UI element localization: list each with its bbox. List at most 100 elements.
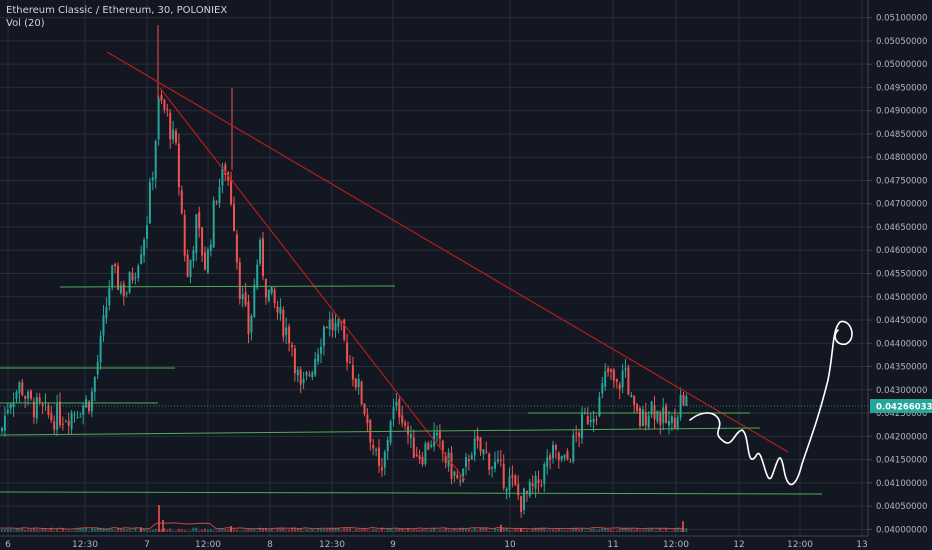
- price-axis-panel[interactable]: [868, 0, 932, 550]
- candle-body: [470, 455, 473, 460]
- chart-grid: [0, 0, 868, 536]
- volume-bar: [583, 530, 586, 532]
- time-tick-label: 12:00: [195, 540, 221, 550]
- volume-bar: [424, 529, 427, 532]
- volume-bar: [334, 528, 337, 532]
- candle-body: [88, 401, 90, 412]
- candle-body: [462, 468, 465, 482]
- candle-body: [572, 434, 575, 462]
- volume-bar: [476, 530, 479, 532]
- candle-body: [114, 264, 117, 267]
- candle-body: [90, 391, 93, 412]
- time-tick-label: 12: [733, 540, 744, 550]
- candle-body: [296, 369, 299, 376]
- volume-bar: [363, 527, 366, 532]
- candle-body: [636, 404, 639, 411]
- time-axis[interactable]: 6 12:30 7 12:00 8 12:30 9 10 11 12:00 12 12:00 13: [5, 540, 868, 550]
- volume-bar: [572, 527, 575, 532]
- volume-bar: [53, 530, 56, 532]
- volume-bar: [473, 527, 476, 532]
- candle-body: [488, 453, 491, 470]
- volume-bar: [389, 528, 392, 532]
- volume-bar: [198, 530, 201, 532]
- candle-body: [427, 442, 430, 450]
- candle-body: [93, 377, 96, 393]
- volume-bar: [44, 528, 47, 532]
- candle-body: [221, 166, 224, 186]
- support-line[interactable]: [0, 491, 823, 495]
- volume-bar: [346, 528, 349, 532]
- time-axis-panel[interactable]: [0, 536, 932, 550]
- volume-bar: [380, 527, 383, 532]
- volume-bar: [47, 530, 50, 532]
- candle-body: [581, 413, 583, 439]
- candle-body: [482, 449, 485, 455]
- candle-body: [569, 461, 572, 463]
- volume-bar: [621, 527, 624, 532]
- volume-bar: [360, 529, 363, 532]
- volume-spike: [520, 528, 522, 532]
- price-axis[interactable]: 0.05100000 0.05050000 0.05000000 0.04950000…: [868, 14, 927, 536]
- volume-bar: [610, 529, 612, 532]
- candle-body: [151, 177, 154, 181]
- volume-bar: [665, 528, 668, 532]
- volume-bar: [511, 530, 514, 532]
- volume-bar: [441, 530, 444, 532]
- candle-body: [224, 164, 227, 175]
- price-tick-label: 0.04250000: [876, 409, 927, 419]
- candle-body: [418, 455, 421, 459]
- volume-bar: [253, 529, 256, 532]
- volume-bar: [122, 528, 125, 532]
- volume-bar: [450, 530, 453, 532]
- candle-body: [409, 434, 412, 438]
- candle-body: [230, 178, 233, 205]
- volume-bar: [215, 530, 218, 532]
- candle-body: [378, 447, 380, 466]
- volume-bar: [192, 527, 195, 532]
- volume-spike: [500, 524, 502, 532]
- projection-drawing[interactable]: [689, 320, 853, 486]
- candle-body: [398, 399, 401, 418]
- volume-bar: [543, 528, 546, 532]
- volume-bar: [328, 527, 331, 532]
- volume-bar: [206, 529, 209, 532]
- candle-body: [627, 367, 630, 395]
- candle-body: [511, 474, 514, 478]
- volume-bar: [180, 529, 183, 532]
- volume-bar: [82, 528, 85, 532]
- volume-bar: [61, 527, 64, 532]
- volume-bar: [369, 530, 372, 532]
- price-tick-label: 0.04350000: [876, 363, 927, 373]
- volume-bar: [195, 527, 198, 532]
- volume-bar: [392, 530, 395, 532]
- candle-body: [505, 488, 508, 492]
- volume-bar: [67, 530, 70, 532]
- candle-body: [15, 391, 18, 399]
- support-line[interactable]: [0, 427, 761, 436]
- candle-body: [204, 252, 206, 270]
- candle-body: [517, 484, 520, 496]
- candle-body: [215, 201, 218, 203]
- candle-body: [659, 413, 662, 425]
- trendline-upper[interactable]: [106, 51, 789, 453]
- support-line[interactable]: [59, 285, 396, 288]
- candle-body: [9, 403, 12, 409]
- candle-body: [354, 378, 357, 388]
- volume-bar: [598, 529, 601, 532]
- candle-body: [259, 239, 262, 264]
- volume-bar: [639, 530, 641, 532]
- time-tick-label: 6: [5, 540, 11, 550]
- candle-body: [595, 419, 598, 421]
- volume-bar: [340, 530, 343, 532]
- trendline-steep[interactable]: [159, 87, 466, 481]
- price-tick-label: 0.04300000: [876, 386, 927, 396]
- candle-body: [163, 99, 166, 110]
- volume-bar: [160, 529, 163, 532]
- candle-body: [143, 239, 146, 256]
- candle-body: [351, 365, 354, 380]
- volume-bar: [70, 530, 73, 532]
- volume-bar: [177, 528, 180, 532]
- candle-body: [525, 491, 528, 494]
- candle-body: [317, 354, 320, 362]
